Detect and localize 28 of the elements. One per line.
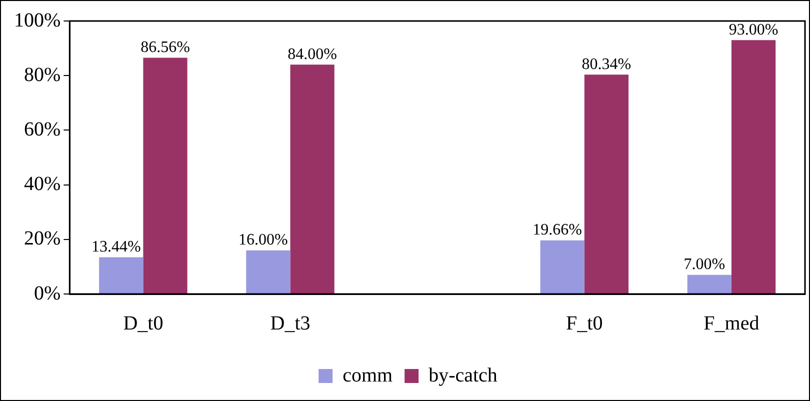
data-label: 80.34% xyxy=(582,56,632,73)
y-tick-label: 40% xyxy=(24,173,61,196)
data-label: 16.00% xyxy=(238,232,288,249)
data-label: 93.00% xyxy=(728,21,778,38)
y-tick-label: 20% xyxy=(24,228,61,250)
data-label: 86.56% xyxy=(140,38,190,56)
x-tick-label: F_med xyxy=(704,312,760,334)
x-tick-label: F_t0 xyxy=(566,312,603,334)
bar xyxy=(731,40,776,294)
data-label: 84.00% xyxy=(288,46,337,63)
legend-label: by-catch xyxy=(428,364,498,386)
legend-label: comm xyxy=(342,364,394,386)
x-tick-label: D_t0 xyxy=(123,312,164,334)
bar xyxy=(584,74,629,294)
bar xyxy=(143,58,188,294)
bar xyxy=(99,257,144,294)
x-tick-label: D_t3 xyxy=(270,312,310,334)
y-tick-label: 0% xyxy=(34,282,61,304)
y-tick-label: 80% xyxy=(24,64,61,86)
y-tick-label: 100% xyxy=(14,9,61,32)
data-label: 19.66% xyxy=(532,222,582,239)
bar xyxy=(687,274,732,294)
bar xyxy=(290,64,334,294)
y-tick-label: 60% xyxy=(24,118,61,140)
data-label: 13.44% xyxy=(91,238,141,256)
bar xyxy=(246,250,290,294)
data-label: 7.00% xyxy=(684,256,726,274)
bar xyxy=(540,240,584,294)
